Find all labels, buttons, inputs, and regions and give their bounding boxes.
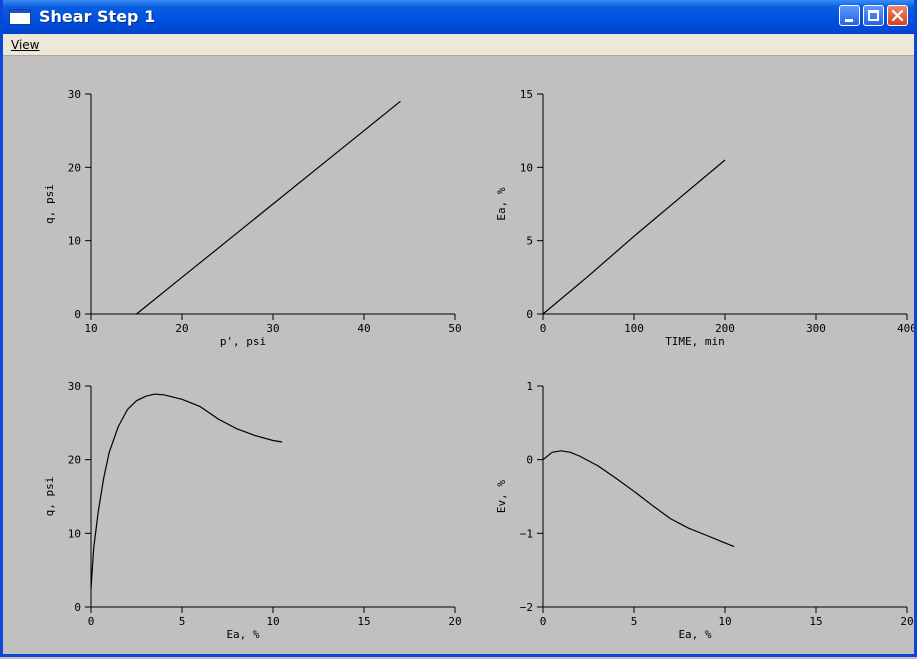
chart-4-y-tick-label: −1 [520, 527, 533, 540]
chart-4-y-label: Ev, % [495, 480, 508, 513]
title-bar[interactable]: Shear Step 1 [3, 0, 914, 34]
chart-1-y-tick-label: 20 [68, 161, 81, 174]
chart-2-x-label: TIME, min [665, 335, 725, 348]
chart-1-x-tick-label: 40 [357, 322, 370, 335]
chart-4-series-line [542, 450, 735, 548]
chart-3-y-label: q, psi [43, 477, 56, 517]
close-icon [891, 9, 904, 22]
chart-1-x-tick-label: 20 [175, 322, 188, 335]
chart-3-x-tick-label: 5 [179, 615, 186, 628]
chart-2-x-tick-label: 400 [897, 322, 914, 335]
chart-3-y-tick-label: 20 [68, 454, 81, 467]
chart-3-x-tick-label: 15 [357, 615, 370, 628]
maximize-button[interactable] [863, 5, 884, 26]
chart-4-y-tick-label: 0 [526, 454, 533, 467]
chart-4-x-tick-label: 10 [718, 615, 731, 628]
plot-area: 0 10 20 30 10 20 30 40 50 p', psi q, psi 0 5 10 15 0 100… [3, 56, 917, 654]
chart-3-x-label: Ea, % [226, 628, 259, 641]
chart-2-y-tick-label: 0 [526, 308, 533, 321]
chart-2-x-tick-label: 0 [540, 322, 547, 335]
chart-3-x-tick-label: 0 [88, 615, 95, 628]
chart-2-y-tick-label: 10 [520, 161, 533, 174]
chart-2-x-tick-label: 100 [624, 322, 644, 335]
chart-1-y-tick-label: 10 [68, 235, 81, 248]
chart-4-x-tick-label: 0 [540, 615, 547, 628]
chart-1-x-tick-label: 50 [448, 322, 461, 335]
chart-2-y-label: Ea, % [495, 187, 508, 220]
chart-3-x-tick-label: 20 [448, 615, 461, 628]
close-button[interactable] [887, 5, 908, 26]
chart-3-y-tick-label: 30 [68, 380, 81, 393]
chart-1-y-label: q, psi [43, 184, 56, 224]
window-icon [9, 9, 31, 25]
chart-4-y-tick-label: 1 [526, 380, 533, 393]
chart-4-y-tick-label: −2 [520, 601, 533, 614]
window-title: Shear Step 1 [39, 7, 156, 26]
chart-4-x-tick-label: 20 [900, 615, 913, 628]
minimize-button[interactable] [839, 5, 860, 26]
chart-1-x-tick-label: 30 [266, 322, 279, 335]
chart-3-y-tick-label: 0 [74, 601, 81, 614]
chart-3-x-tick-label: 10 [266, 615, 279, 628]
menu-bar: View [3, 34, 914, 56]
chart-1-y-tick-label: 0 [74, 308, 81, 321]
menu-view[interactable]: View [11, 38, 40, 52]
chart-2-y-tick-label: 15 [520, 88, 533, 101]
chart-2-y-tick-label: 5 [526, 235, 533, 248]
chart-1-x-label: p', psi [220, 335, 266, 348]
chart-2-series-line [542, 159, 726, 315]
chart-2-x-tick-label: 300 [806, 322, 826, 335]
chart-1-y-tick-label: 30 [68, 88, 81, 101]
chart-4-x-label: Ea, % [678, 628, 711, 641]
chart-3-series-line [90, 393, 283, 589]
chart-4-x-tick-label: 15 [809, 615, 822, 628]
chart-3-y-tick-label: 10 [68, 527, 81, 540]
chart-1-x-tick-label: 10 [84, 322, 97, 335]
chart-2-x-tick-label: 200 [715, 322, 735, 335]
chart-1-series-line [136, 100, 401, 315]
chart-4-x-tick-label: 5 [631, 615, 638, 628]
